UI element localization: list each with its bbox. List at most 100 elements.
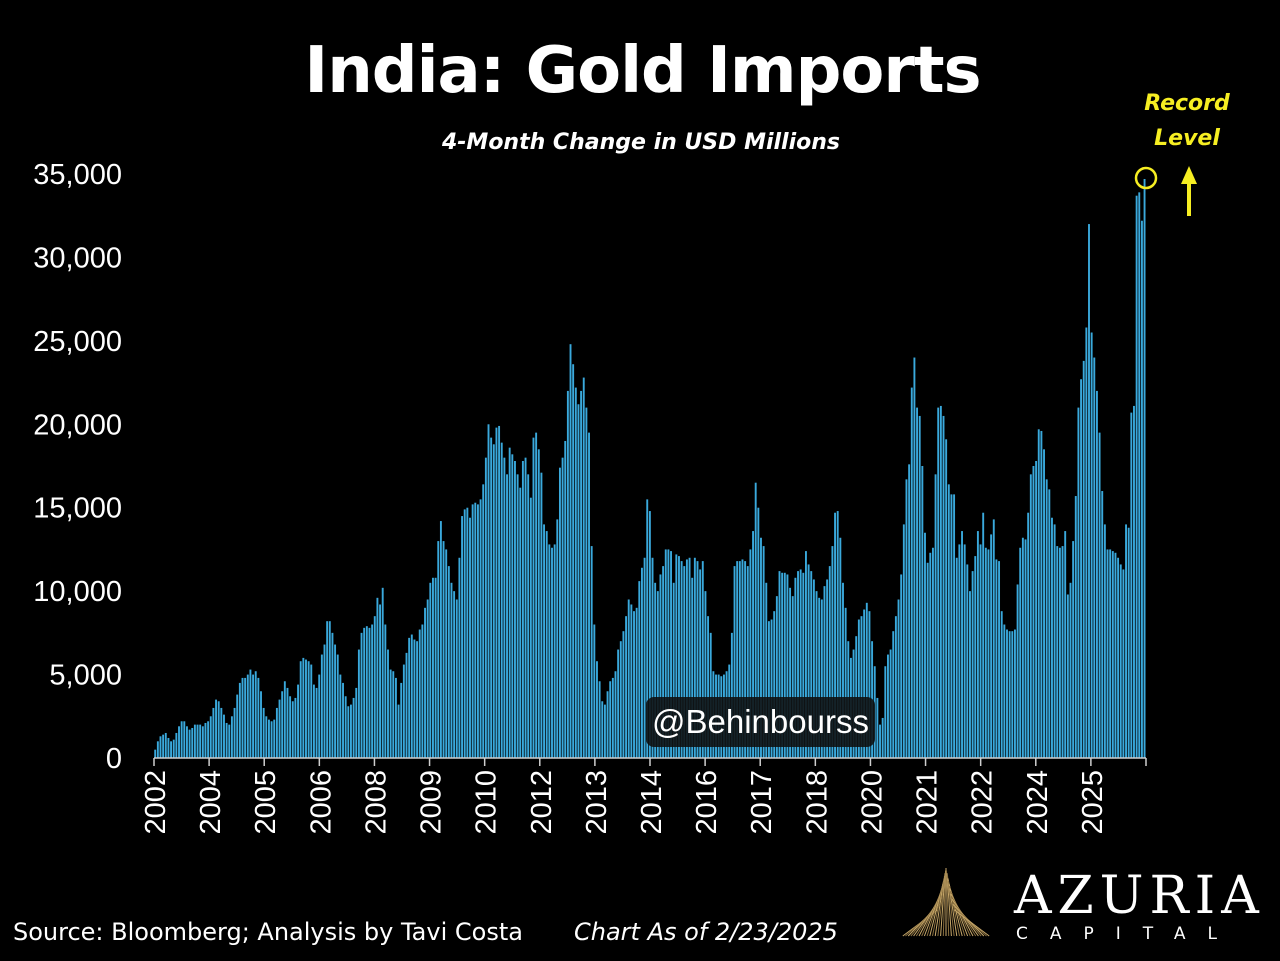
bar: [982, 512, 985, 758]
logo-ray: [946, 873, 952, 937]
x-tick-label: 2021: [912, 770, 944, 835]
bar: [164, 732, 167, 758]
bar: [1011, 631, 1014, 758]
bar: [603, 704, 606, 758]
bar: [1064, 531, 1067, 758]
bar: [437, 541, 440, 758]
bar: [545, 531, 548, 758]
y-tick-label: 10,000: [33, 576, 122, 608]
bar: [514, 460, 516, 758]
bar: [815, 591, 818, 758]
record-label-line1: Record: [1144, 91, 1230, 116]
bar: [193, 724, 196, 758]
bar: [701, 561, 704, 758]
bar: [754, 482, 757, 758]
bar: [574, 387, 577, 758]
bar: [889, 649, 892, 758]
bar: [1130, 412, 1133, 758]
bar: [175, 732, 178, 758]
bar: [476, 504, 479, 758]
watermark-handle: @Behinbourss: [646, 697, 875, 747]
bar: [1143, 179, 1146, 758]
bar: [823, 586, 826, 758]
bar: [908, 464, 911, 758]
bar: [207, 721, 210, 758]
bar: [966, 564, 969, 758]
bar: [360, 632, 363, 758]
bar: [1029, 474, 1032, 758]
bar: [839, 537, 842, 758]
bar: [521, 460, 524, 758]
bar: [178, 726, 180, 758]
bar: [535, 432, 538, 758]
logo-ray: [942, 870, 946, 937]
bar: [646, 499, 649, 758]
bar: [529, 497, 532, 758]
bar: [1111, 551, 1114, 758]
bar: [842, 582, 844, 758]
bar: [299, 661, 302, 758]
bar: [884, 666, 887, 758]
bar: [910, 387, 913, 758]
bar: [342, 682, 344, 758]
bar: [268, 719, 270, 758]
azuria-logo-icon: [902, 868, 990, 937]
bar: [826, 579, 829, 758]
bar: [887, 654, 889, 758]
bar: [1045, 479, 1048, 758]
logo-ray: [940, 873, 946, 937]
bar: [1106, 549, 1109, 758]
bar: [331, 632, 334, 758]
bar: [633, 611, 635, 758]
bar: [733, 566, 736, 758]
bar: [320, 654, 323, 758]
bar: [387, 649, 389, 758]
bar: [154, 749, 157, 758]
bar: [498, 425, 501, 758]
bar: [540, 472, 543, 758]
bar: [685, 559, 688, 758]
bar: [635, 607, 638, 758]
bar: [257, 677, 260, 758]
bar: [894, 616, 897, 758]
bar: [281, 691, 284, 758]
bar: [614, 671, 617, 758]
bar: [410, 634, 413, 758]
bar: [344, 696, 347, 758]
bar: [1098, 432, 1101, 758]
bar: [1027, 512, 1030, 758]
bar: [561, 457, 564, 758]
bar: [241, 677, 244, 758]
record-circle: [1134, 166, 1158, 190]
bar: [363, 627, 366, 758]
bar: [334, 644, 337, 758]
bar: [495, 427, 498, 758]
x-tick-label: 2012: [526, 770, 558, 835]
bar: [1095, 390, 1098, 758]
bar: [783, 572, 786, 758]
bar: [995, 559, 998, 758]
bar: [350, 704, 352, 758]
bar: [651, 557, 654, 758]
bar: [937, 407, 940, 758]
bar: [1056, 546, 1059, 758]
bar: [551, 547, 553, 758]
bar: [1101, 491, 1104, 758]
bar: [749, 549, 752, 758]
bar: [831, 546, 834, 758]
bar: [487, 424, 490, 758]
bar: [680, 561, 683, 758]
bar: [220, 707, 223, 758]
x-tick-label: 2002: [140, 770, 172, 835]
bar: [688, 557, 691, 758]
bar: [569, 344, 572, 758]
bar: [625, 616, 628, 758]
bar: [323, 644, 326, 758]
bar: [228, 724, 231, 758]
bar: [770, 619, 773, 758]
bar: [566, 390, 569, 758]
bar: [672, 582, 675, 758]
bar: [273, 719, 276, 758]
bar: [942, 415, 945, 758]
bar: [302, 657, 305, 758]
